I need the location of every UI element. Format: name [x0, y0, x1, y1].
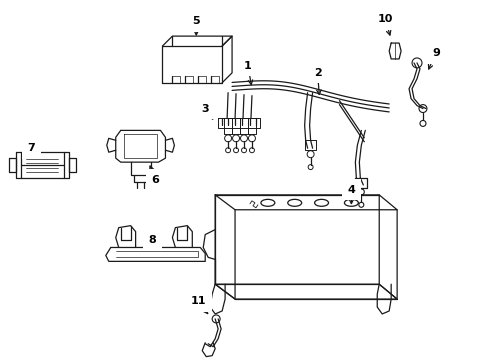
Ellipse shape	[344, 199, 358, 206]
Text: 5: 5	[192, 16, 200, 26]
Text: 6: 6	[151, 175, 159, 185]
Ellipse shape	[314, 199, 328, 206]
Text: 1: 1	[244, 61, 251, 71]
Text: 4: 4	[347, 185, 355, 195]
Text: 11: 11	[190, 296, 205, 306]
Ellipse shape	[261, 199, 274, 206]
Text: 3: 3	[201, 104, 208, 113]
Ellipse shape	[287, 199, 301, 206]
Text: 7: 7	[27, 143, 35, 153]
Text: 10: 10	[377, 14, 392, 24]
Text: 2: 2	[313, 68, 321, 78]
Text: 9: 9	[431, 48, 439, 58]
Text: 8: 8	[148, 234, 156, 244]
